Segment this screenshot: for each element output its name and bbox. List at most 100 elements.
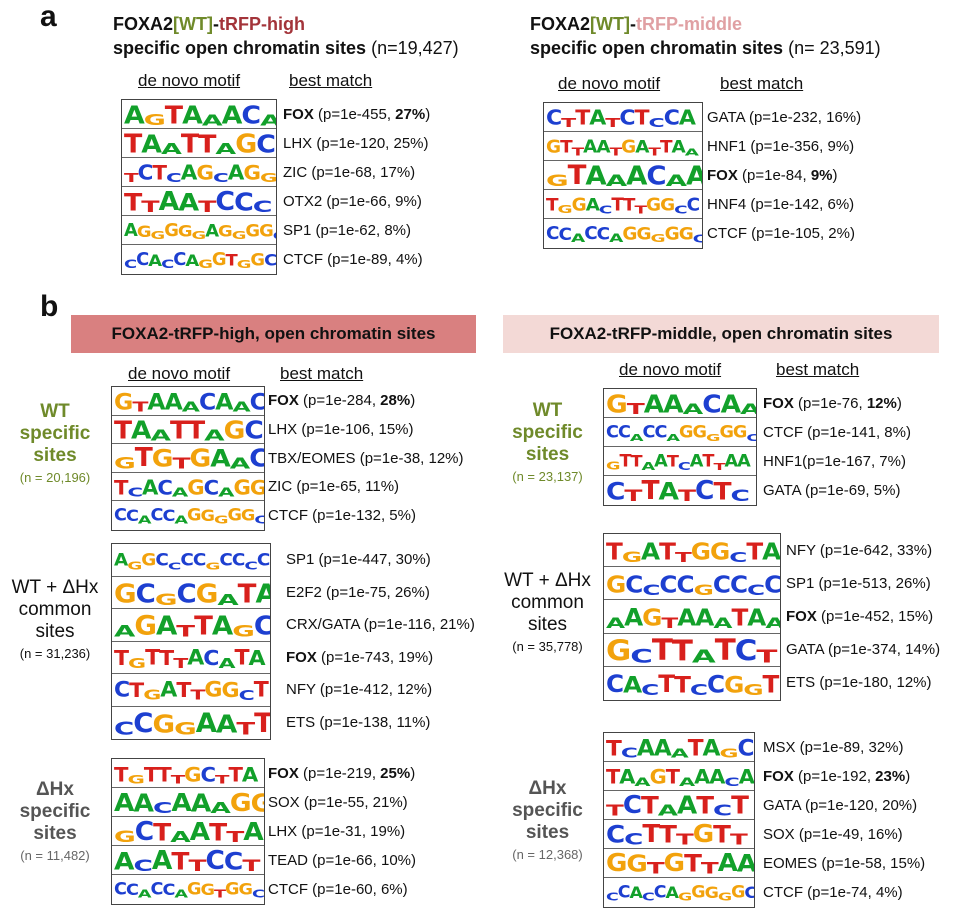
subtitle-bold: specific open chromatin sites <box>113 38 367 58</box>
tf-name: SP1 <box>286 551 315 569</box>
motif-logo-row: CTTATCTC <box>604 476 756 504</box>
tf-name: GATA <box>763 481 801 499</box>
best-match-label: SP1 (p=1e-62, 8%) <box>283 222 411 240</box>
motif-logo-row: GTTAATCATTAA <box>604 447 756 476</box>
sequence-logo: TGTTTACATA <box>114 645 266 671</box>
panel-a-right-subtitle: specific open chromatin sites (n= 23,591… <box>530 37 881 59</box>
group-n: (n = 23,137) <box>512 469 583 484</box>
group-label-line: specific <box>512 422 583 443</box>
best-match-label: FOX (p=1e-452, 15%) <box>786 608 933 626</box>
match-stats: (p=1e-62, 8%) <box>311 221 411 239</box>
col-header-match: best match <box>280 364 364 383</box>
motif-logo-row: TGGACTTTGGCC <box>544 190 702 219</box>
sequence-logo: TCTAATCT <box>606 791 749 820</box>
motif-logo-row: ACATTCCT <box>112 846 264 875</box>
match-percent: 23% <box>875 767 906 785</box>
best-match-label: OTX2 (p=1e-66, 9%) <box>283 193 422 211</box>
match-stats: (p=1e-141, 8%) <box>803 423 911 441</box>
group-label-line: sites <box>525 822 570 843</box>
group-label-line: specific <box>512 800 583 821</box>
tf-name: ZIC <box>283 163 308 181</box>
motif-logo-row: TCACAGCAGG <box>112 472 264 502</box>
match-stats: (p=1e-167, 7%) <box>802 452 906 470</box>
sequence-logo: GTAAACAA <box>606 389 756 418</box>
match-stats: (p=1e-232, 16%) <box>744 108 862 126</box>
banner-middle: FOXA2-tRFP-middle, open chromatin sites <box>503 315 939 353</box>
best-match-label: SP1 (p=1e-447, 30%) <box>286 551 431 569</box>
tf-name: FOX <box>283 105 314 123</box>
motif-logo-row: CCACCAGGGGGC <box>604 878 754 906</box>
tf-name: EOMES <box>763 854 818 872</box>
sequence-logo: CCACCAGGTGGC <box>114 879 264 901</box>
match-stats: (p=1e-60, 6%) <box>308 880 408 898</box>
col-header-match: best match <box>289 71 373 90</box>
match-stats: (p=1e-374, 14%) <box>823 641 941 659</box>
paren: ) <box>410 764 416 782</box>
match-stats: (p=1e-120, 25%) <box>312 134 429 152</box>
sequence-logo: TGATTGGCTA <box>606 537 780 566</box>
match-stats: (p=1e-66, 9%) <box>322 192 422 210</box>
col-header-motif: de novo motif <box>128 364 231 383</box>
sequence-logo: GTTAATGATTAA <box>546 137 699 159</box>
motif-logo-row: TGATTGGCTA <box>604 534 780 568</box>
tf-name: FOX <box>286 648 317 666</box>
match-stats: (p=1e-138, 11%) <box>315 713 431 731</box>
motif-logo-row: TAATTAGC <box>112 415 264 445</box>
motif-logo-row: AGGCCCCGCCCC <box>112 544 270 577</box>
best-match-label: GATA (p=1e-232, 16%) <box>707 109 861 127</box>
group-label-line: specific <box>19 801 91 822</box>
match-percent: 12% <box>866 394 897 412</box>
motif-table-b-left-dhx: TGTTTGCTTAAACAAAGGGCTAATTAACATTCCT CCACCA… <box>111 758 265 905</box>
match-stats: (p=1e-75, 26%) <box>321 583 430 601</box>
banner-high: FOXA2-tRFP-high, open chromatin sites <box>71 315 476 353</box>
tf-name: FOX <box>268 764 299 782</box>
best-match-label: FOX (p=1e-219, 25%) <box>268 765 415 783</box>
motif-logo-row: CCACCAGGTGGC <box>112 875 264 903</box>
sequence-logo: CTGATTGGCT <box>114 677 269 704</box>
motif-logo-row: TAAGTAAACA <box>604 762 754 791</box>
panel-b-letter: b <box>40 290 59 323</box>
best-match-label: NFY (p=1e-412, 12%) <box>286 681 432 699</box>
tf-name: LHX <box>283 134 313 152</box>
col-header-motif: de novo motif <box>619 360 722 379</box>
tf-name: HNF4 <box>707 195 747 213</box>
best-match-label: FOX (p=1e-284, 28%) <box>268 392 415 410</box>
best-match-label: ETS (p=1e-180, 12%) <box>786 674 932 692</box>
best-match-label: GATA (p=1e-374, 14%) <box>786 641 940 659</box>
group-label-common-right: WT + ΔHx common sites (n = 35,778) <box>490 570 605 658</box>
motif-logo-row: GTAAACAA <box>544 161 702 190</box>
subtitle-bold: specific open chromatin sites <box>530 38 784 58</box>
best-match-label: ZIC (p=1e-68, 17%) <box>283 164 415 182</box>
tf-name: HNF1 <box>763 452 803 470</box>
best-match-label: CTCF (p=1e-60, 6%) <box>268 881 408 899</box>
sequence-logo: CCACCAGGGGGC <box>546 223 702 246</box>
tf-name: LHX <box>268 822 298 840</box>
tf-name: FOX <box>786 608 817 625</box>
best-match-label: TEAD (p=1e-66, 10%) <box>268 852 416 870</box>
group-n: (n = 31,236) <box>19 646 91 661</box>
paren: ) <box>832 166 838 184</box>
tf-name: TBX/EOMES <box>268 449 356 467</box>
match-stats: (p=1e-412, 12%) <box>315 681 433 699</box>
motif-logo-row: AGTAAACA <box>122 100 276 129</box>
best-match-label: CTCF (p=1e-105, 2%) <box>707 225 855 243</box>
match-stats: (p=1e-76, <box>793 394 867 412</box>
paren: ) <box>425 105 431 123</box>
tf-name: LHX <box>268 420 298 438</box>
sequence-logo: CACTTCCGGT <box>606 669 779 699</box>
best-match-label: TBX/EOMES (p=1e-38, 12%) <box>268 450 464 468</box>
best-match-label: HNF1(p=1e-167, 7%) <box>763 453 906 471</box>
match-stats: (p=1e-66, 10%) <box>308 851 416 869</box>
tf-name: GATA <box>763 796 801 814</box>
motif-table-b-right-dhx: TCAAATAGC TAAGTAAACA TCTAATCT CCTTTGTT GGTGT… <box>603 732 755 908</box>
tf-name: CRX/GATA <box>286 616 360 634</box>
sequence-logo: CCACCAGGTGGC <box>124 249 276 272</box>
title-foxa2: FOXA2 <box>113 14 174 34</box>
sequence-logo: TAAGTAAACA <box>606 765 754 789</box>
best-match-label: HNF1 (p=1e-356, 9%) <box>707 138 854 156</box>
best-match-label: CTCF (p=1e-89, 4%) <box>283 251 423 269</box>
